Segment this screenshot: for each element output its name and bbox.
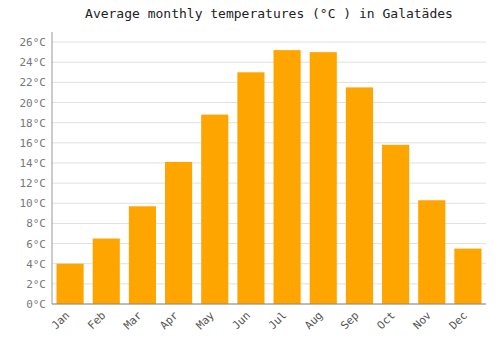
y-tick-label: 10°C	[20, 197, 47, 210]
y-tick-label: 24°C	[20, 56, 47, 69]
chart: Average monthly temperatures (°C ) in Ga…	[0, 0, 500, 350]
x-tick-label: Jul	[266, 309, 289, 332]
bar	[165, 162, 192, 304]
grid-line	[52, 62, 486, 63]
bars	[57, 50, 482, 304]
bar	[274, 50, 301, 304]
bar	[57, 264, 84, 304]
title: Average monthly temperatures (°C ) in Ga…	[85, 6, 453, 21]
x-axis-line	[52, 304, 486, 305]
chart-container: Average monthly temperatures (°C ) in Ga…	[0, 0, 500, 350]
y-axis-line	[52, 32, 53, 304]
grid	[52, 42, 486, 304]
bar	[93, 239, 120, 304]
grid-line	[52, 142, 486, 143]
grid-line	[52, 42, 486, 43]
y-tick-label: 22°C	[20, 76, 47, 89]
x-tick-label: Jun	[230, 309, 253, 332]
y-tick-label: 18°C	[20, 117, 47, 130]
bar	[418, 200, 445, 304]
x-tick-label: Jan	[49, 309, 72, 332]
y-tick-label: 4°C	[26, 258, 46, 271]
x-tick-label: Sep	[338, 309, 361, 332]
bar	[201, 115, 228, 304]
x-tick-label: May	[194, 309, 218, 333]
grid-line	[52, 162, 486, 163]
y-tick-label: 20°C	[20, 97, 47, 110]
grid-line	[52, 122, 486, 123]
x-tick-label: Mar	[121, 309, 145, 333]
y-tick-label: 2°C	[26, 278, 46, 291]
bar	[310, 52, 337, 304]
bar	[382, 145, 409, 304]
x-tick-label: Apr	[157, 309, 181, 333]
grid-line	[52, 183, 486, 184]
x-tick-label: Aug	[302, 309, 325, 332]
y-tick-label: 6°C	[26, 238, 46, 251]
bar	[237, 72, 264, 304]
y-tick-label: 8°C	[26, 217, 46, 230]
x-tick-label: Feb	[85, 309, 108, 332]
x-tick-label: Nov	[411, 309, 435, 333]
x-tick-label: Oct	[374, 309, 397, 332]
y-tick-label: 16°C	[20, 137, 47, 150]
y-tick-label: 12°C	[20, 177, 47, 190]
grid-line	[52, 82, 486, 83]
y-tick-label: 14°C	[20, 157, 47, 170]
y-tick-label: 0°C	[26, 298, 46, 311]
bar	[346, 87, 373, 304]
grid-line	[52, 102, 486, 103]
bar	[129, 206, 156, 304]
bar	[454, 249, 481, 304]
y-tick-label: 26°C	[20, 36, 47, 49]
x-tick-label: Dec	[447, 309, 470, 332]
grid-line	[52, 304, 486, 305]
